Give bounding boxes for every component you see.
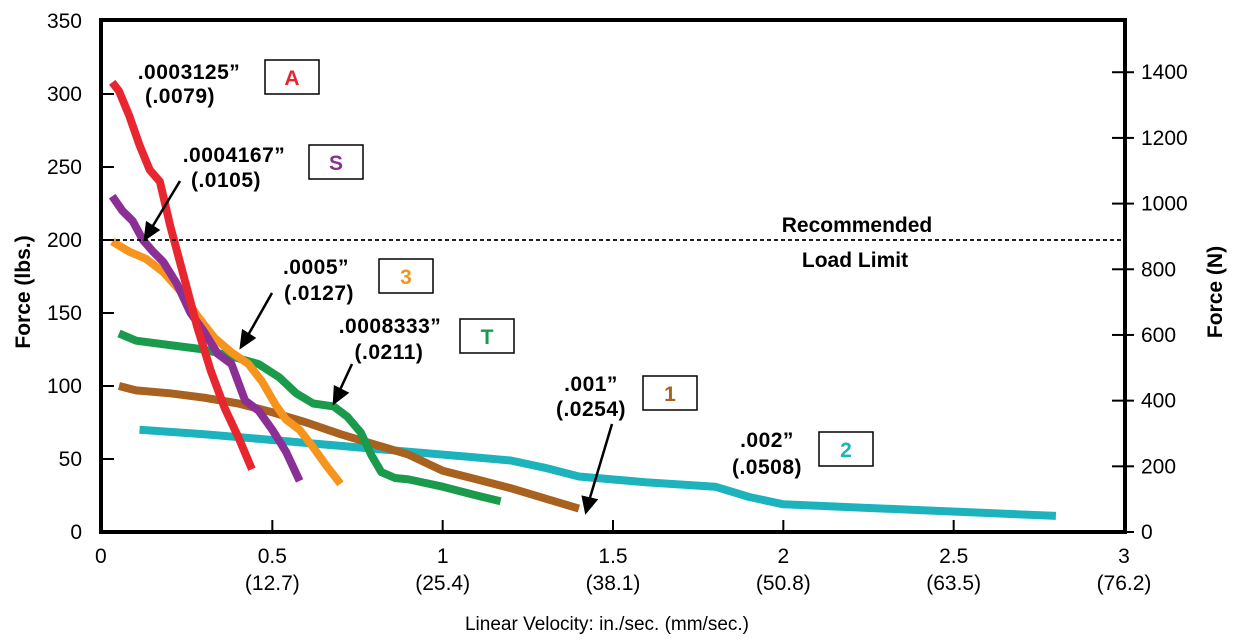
pitch-label-3-mm: (.0127) bbox=[284, 282, 354, 305]
annotation-t: .0008333” (.0211) T bbox=[339, 315, 515, 364]
x-tick-sublabel: (12.7) bbox=[245, 572, 300, 595]
leader-arrows bbox=[143, 180, 614, 515]
series-line-2 bbox=[139, 425, 1057, 520]
arrow-t-head bbox=[332, 385, 350, 406]
x-tick-label: 0.5 bbox=[258, 545, 287, 568]
x-tick-sublabel: (76.2) bbox=[1097, 572, 1152, 595]
reference-label-line2: Load Limit bbox=[802, 249, 908, 272]
pitch-label-s-mm: (.0105) bbox=[191, 169, 261, 192]
y-right-tick-label: 200 bbox=[1141, 455, 1176, 478]
series-line-3 bbox=[110, 238, 344, 487]
badge-a-label: A bbox=[284, 67, 299, 90]
badge-t-label: T bbox=[481, 326, 494, 349]
y-left-tick-label: 200 bbox=[47, 229, 82, 252]
annotation-a: .0003125” (.0079) A bbox=[138, 59, 320, 108]
series-layer bbox=[108, 79, 1057, 520]
arrow-s bbox=[149, 180, 182, 230]
y-right-tick-label: 1200 bbox=[1141, 127, 1188, 150]
pitch-label-2-mm: (.0508) bbox=[732, 456, 802, 479]
arrow-3 bbox=[245, 292, 274, 338]
arrow-3-head bbox=[239, 328, 257, 350]
x-tick-sublabel: (50.8) bbox=[756, 572, 811, 595]
badge-2 bbox=[818, 431, 874, 467]
badge-s bbox=[308, 144, 364, 180]
pitch-label-a-in: .0003125” bbox=[138, 61, 241, 84]
y-left-tick-label: 250 bbox=[47, 156, 82, 179]
y-right-tick-label: 400 bbox=[1141, 390, 1176, 413]
x-tick-sublabel: (25.4) bbox=[415, 572, 470, 595]
x-tick-label: 1.5 bbox=[598, 545, 627, 568]
y-right-tick-label: 1000 bbox=[1141, 193, 1188, 216]
arrow-t bbox=[337, 363, 354, 393]
pitch-label-3-in: .0005” bbox=[283, 256, 349, 279]
annotation-1: .001” (.0254) 1 bbox=[556, 373, 698, 421]
x-tick-label: 2 bbox=[777, 545, 789, 568]
badge-s-label: S bbox=[329, 152, 343, 175]
series-line-a bbox=[109, 79, 256, 471]
arrow-s-head bbox=[143, 220, 161, 242]
y-right-tick-label: 0 bbox=[1141, 521, 1153, 544]
y-axis-left-title: Force (lbs.) bbox=[12, 235, 35, 348]
y-left-tick-label: 0 bbox=[70, 521, 82, 544]
y-right-tick-label: 800 bbox=[1141, 258, 1176, 281]
pitch-label-t-mm: (.0211) bbox=[355, 341, 424, 364]
y-left-tick-label: 100 bbox=[47, 375, 82, 398]
arrow-1 bbox=[587, 423, 614, 502]
x-tick-sublabel: (38.1) bbox=[586, 572, 641, 595]
y-axis-left-ticks: 0 50 100 150 200 250 300 350 bbox=[47, 10, 114, 544]
x-tick-label: 3 bbox=[1118, 545, 1130, 568]
pitch-label-1-mm: (.0254) bbox=[556, 398, 626, 421]
pitch-label-a-mm: (.0079) bbox=[145, 85, 215, 108]
y-left-tick-label: 350 bbox=[47, 10, 82, 33]
series-line-t bbox=[117, 329, 502, 506]
y-left-tick-label: 300 bbox=[47, 83, 82, 106]
badge-1 bbox=[642, 375, 698, 411]
pitch-label-s-in: .0004167” bbox=[183, 144, 286, 167]
arrow-1-head bbox=[581, 495, 599, 515]
y-left-tick-label: 50 bbox=[59, 448, 82, 471]
y-left-tick-label: 150 bbox=[47, 302, 82, 325]
y-axis-right-title: Force (N) bbox=[1204, 246, 1227, 338]
badge-3 bbox=[378, 258, 434, 294]
y-right-tick-label: 600 bbox=[1141, 324, 1176, 347]
x-tick-label: 0 bbox=[95, 545, 107, 568]
annotation-s: .0004167” (.0105) S bbox=[183, 144, 364, 192]
x-tick-label: 2.5 bbox=[939, 545, 968, 568]
pitch-label-2-in: .002” bbox=[740, 429, 794, 452]
reference-label-line1: Recommended bbox=[782, 214, 933, 237]
annotation-3: .0005” (.0127) 3 bbox=[283, 256, 434, 305]
y-right-tick-label: 1400 bbox=[1141, 61, 1188, 84]
series-line-1 bbox=[118, 382, 581, 513]
badge-1-label: 1 bbox=[664, 383, 676, 406]
badge-a bbox=[264, 59, 320, 95]
y-axis-right-ticks: 0 200 400 600 800 1000 1200 1400 bbox=[1112, 61, 1188, 544]
x-axis-ticks: 0 0.5 (12.7) 1 (25.4) 1.5 (38.1) 2 (50.8) 2.5 (63.… bbox=[95, 520, 1151, 595]
badge-2-label: 2 bbox=[840, 439, 852, 462]
annotation-2: .002” (.0508) 2 bbox=[732, 429, 874, 479]
plot-frame bbox=[99, 18, 1127, 534]
x-tick-sublabel: (63.5) bbox=[926, 572, 981, 595]
x-axis-title: Linear Velocity: in./sec. (mm/sec.) bbox=[465, 614, 749, 635]
pitch-label-1-in: .001” bbox=[564, 373, 618, 396]
x-tick-label: 1 bbox=[437, 545, 449, 568]
badge-t bbox=[459, 318, 515, 354]
pitch-label-t-in: .0008333” bbox=[339, 315, 442, 338]
badge-3-label: 3 bbox=[400, 266, 412, 289]
